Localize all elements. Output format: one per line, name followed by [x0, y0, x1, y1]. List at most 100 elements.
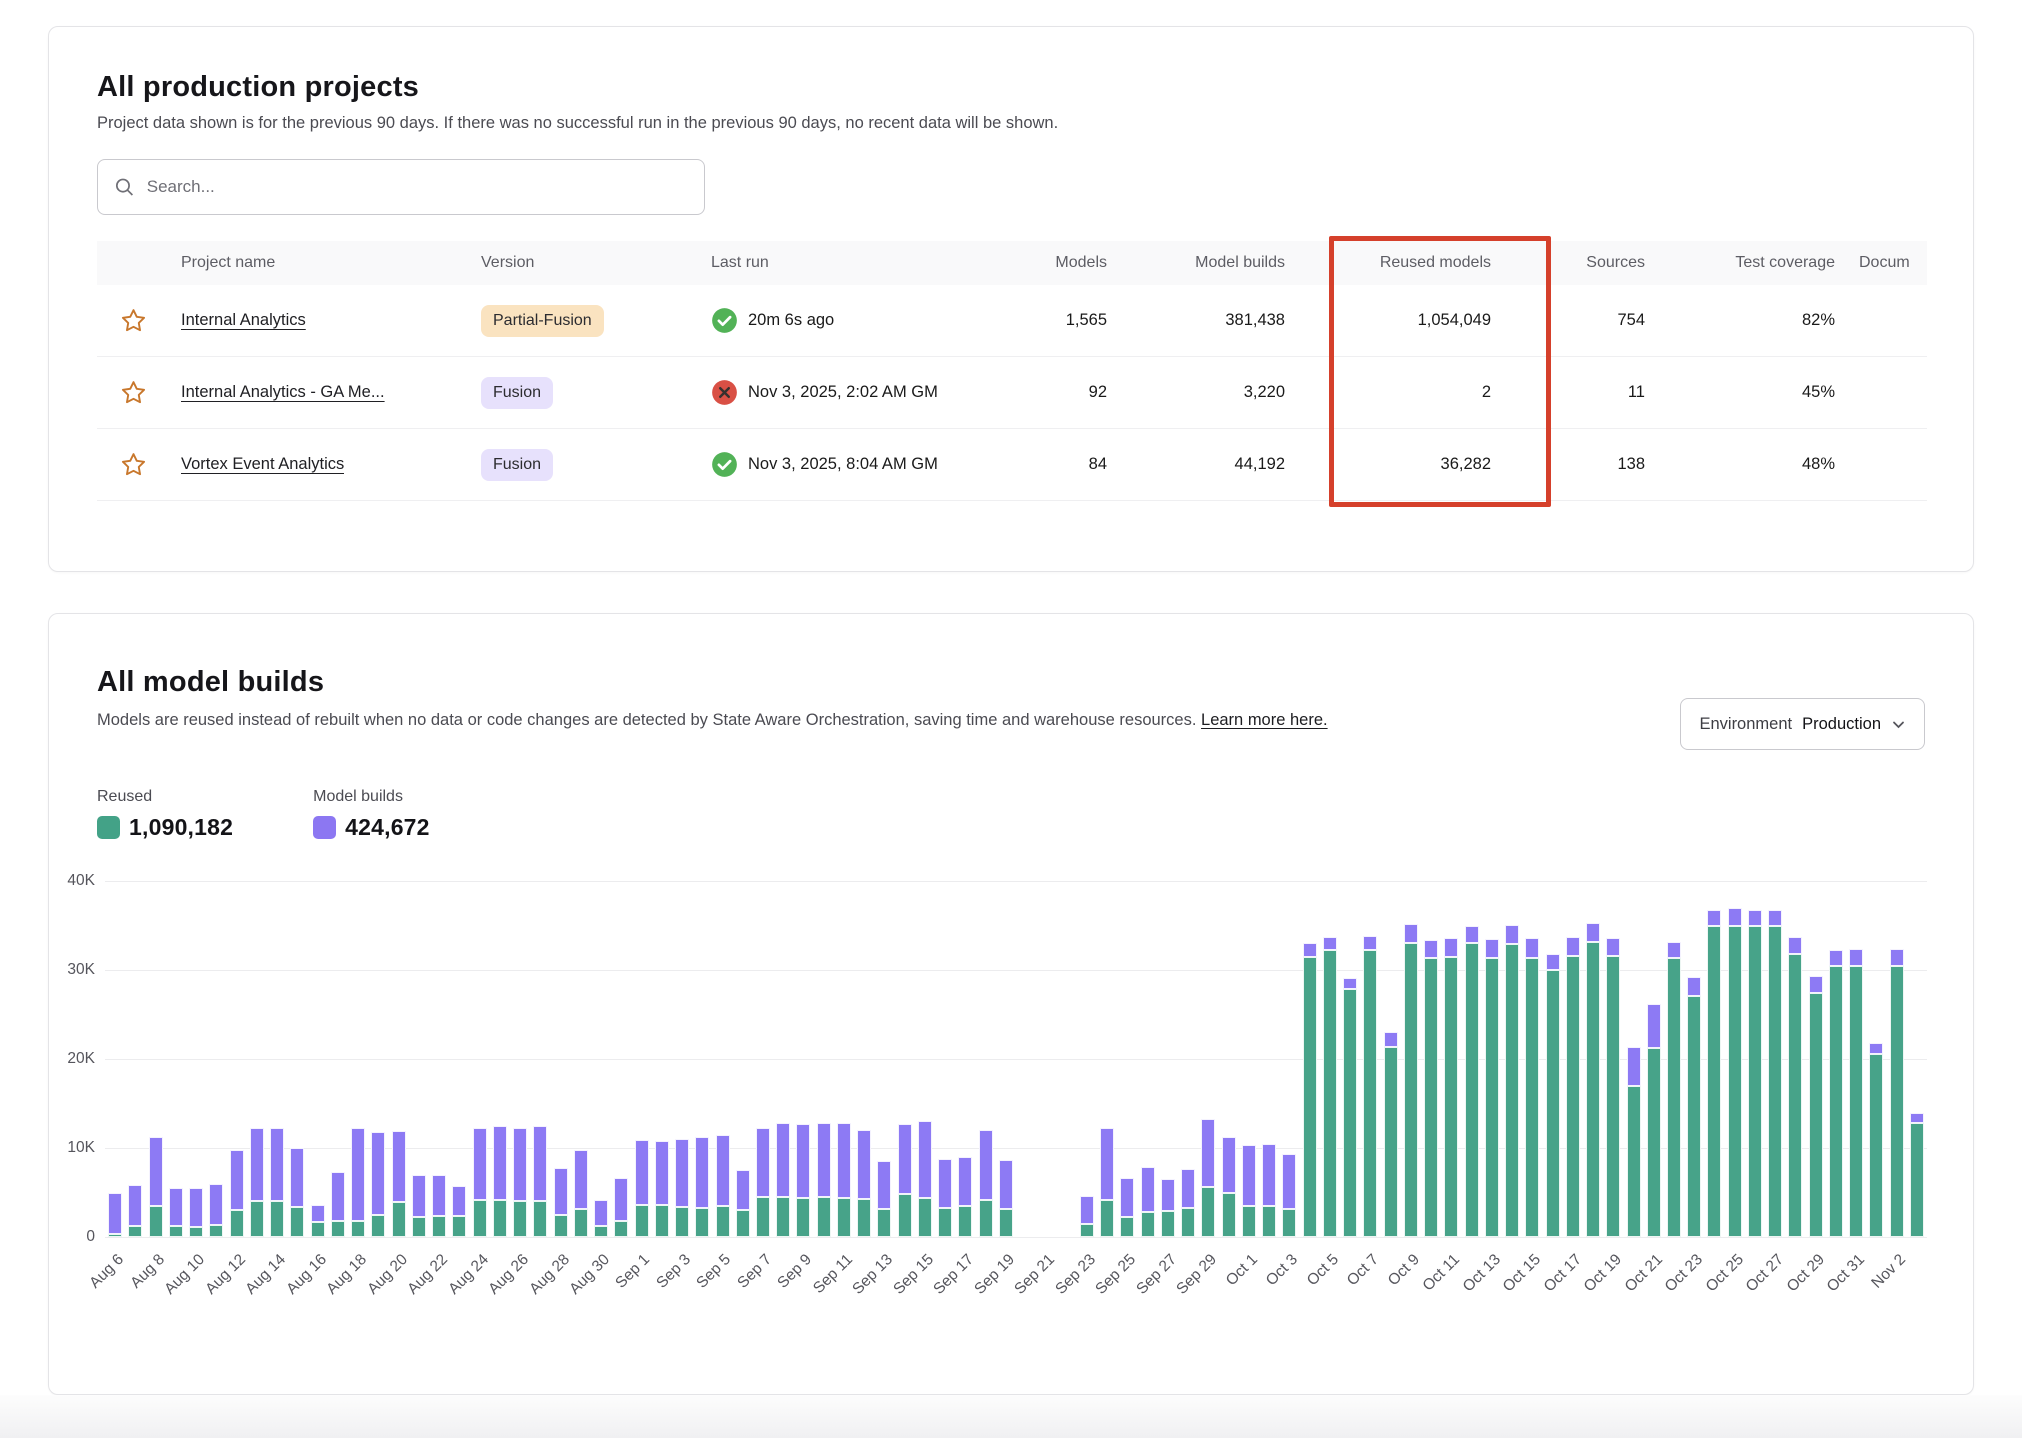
bar-model-builds: [209, 1184, 223, 1224]
bar-model-builds: [250, 1128, 264, 1201]
bar-reused: [1424, 958, 1438, 1237]
bar-reused: [1444, 957, 1458, 1237]
bar-reused: [1404, 943, 1418, 1237]
bar-reused: [1485, 958, 1499, 1238]
bar-reused: [412, 1217, 426, 1238]
col-header-documentation[interactable]: Docum: [1847, 254, 1927, 272]
bar-reused: [1141, 1212, 1155, 1237]
col-header-reused-models[interactable]: Reused models: [1297, 254, 1517, 272]
search-icon: [114, 176, 135, 198]
bar-model-builds: [149, 1137, 163, 1206]
col-header-model-builds[interactable]: Model builds: [1119, 254, 1297, 272]
production-projects-panel: All production projects Project data sho…: [48, 26, 1974, 572]
bar-reused: [1262, 1206, 1276, 1237]
bar-reused: [1788, 954, 1802, 1237]
col-header-project-name[interactable]: Project name: [169, 254, 469, 272]
bar-reused: [594, 1226, 608, 1237]
bar-model-builds: [1849, 949, 1863, 966]
favorite-star-button[interactable]: [97, 379, 169, 406]
environment-select[interactable]: Environment Production: [1680, 698, 1925, 750]
bar-reused: [1586, 942, 1600, 1238]
bar-model-builds: [1748, 910, 1762, 927]
bar-reused: [1181, 1208, 1195, 1237]
favorite-star-button[interactable]: [97, 307, 169, 334]
legend-value: 1,090,182: [129, 814, 233, 841]
test-coverage-cell: 48%: [1657, 455, 1847, 474]
learn-more-link[interactable]: Learn more here.: [1201, 711, 1328, 729]
search-input[interactable]: [147, 177, 688, 197]
success-check-icon: [711, 307, 738, 334]
bar-reused: [1829, 966, 1843, 1237]
bar-reused: [655, 1205, 669, 1237]
bar-model-builds: [1303, 943, 1317, 956]
bar-reused: [1120, 1217, 1134, 1237]
last-run-text: Nov 3, 2025, 2:02 AM GM: [748, 383, 938, 402]
reused-color-chip: [97, 816, 120, 839]
bar-model-builds: [533, 1126, 547, 1201]
bar-reused: [513, 1201, 527, 1237]
bar-reused: [1707, 926, 1721, 1237]
bar-model-builds: [1384, 1032, 1398, 1047]
bar-reused: [857, 1199, 871, 1237]
bar-reused: [1242, 1206, 1256, 1237]
bar-model-builds: [1890, 949, 1904, 967]
bar-model-builds: [918, 1121, 932, 1198]
bar-model-builds: [1505, 925, 1519, 945]
bar-model-builds: [1282, 1154, 1296, 1208]
models-cell: 84: [999, 455, 1119, 474]
bar-reused: [918, 1198, 932, 1237]
bar-reused: [877, 1209, 891, 1238]
col-header-test-coverage[interactable]: Test coverage: [1657, 254, 1847, 272]
reused-models-cell: 2: [1297, 383, 1517, 402]
last-run-cell: 20m 6s ago: [699, 307, 999, 334]
col-header-version[interactable]: Version: [469, 254, 699, 272]
bar-model-builds: [290, 1148, 304, 1207]
table-row[interactable]: Internal Analytics - GA Me...FusionNov 3…: [97, 357, 1927, 429]
col-header-models[interactable]: Models: [999, 254, 1119, 272]
bar-reused: [1222, 1193, 1236, 1238]
bar-model-builds: [128, 1185, 142, 1226]
last-run-text: 20m 6s ago: [748, 311, 834, 330]
project-name-link[interactable]: Internal Analytics - GA Me...: [181, 383, 385, 402]
bar-reused: [554, 1215, 568, 1237]
bar-reused: [452, 1216, 466, 1237]
bar-model-builds: [1363, 936, 1377, 949]
bar-reused: [756, 1197, 770, 1237]
bar-reused: [1323, 950, 1337, 1237]
error-x-icon: [711, 379, 738, 406]
next-card-gap: [0, 1395, 2022, 1438]
project-name-link[interactable]: Internal Analytics: [181, 311, 306, 330]
bar-reused: [817, 1197, 831, 1237]
bar-model-builds: [1444, 938, 1458, 957]
table-row[interactable]: Vortex Event AnalyticsFusionNov 3, 2025,…: [97, 429, 1927, 501]
bar-model-builds: [1829, 950, 1843, 966]
col-header-last-run[interactable]: Last run: [699, 254, 999, 272]
model-builds-cell: 381,438: [1119, 311, 1297, 330]
sources-cell: 11: [1517, 383, 1657, 402]
bar-reused: [614, 1221, 628, 1237]
star-icon[interactable]: [120, 451, 147, 478]
favorite-star-button[interactable]: [97, 451, 169, 478]
star-icon[interactable]: [120, 379, 147, 406]
environment-label: Environment: [1699, 715, 1792, 734]
table-row[interactable]: Internal AnalyticsPartial-Fusion20m 6s a…: [97, 285, 1927, 357]
bar-model-builds: [1910, 1113, 1924, 1123]
star-icon[interactable]: [120, 307, 147, 334]
bar-reused: [493, 1200, 507, 1237]
project-name-link[interactable]: Vortex Event Analytics: [181, 455, 344, 474]
bar-reused: [473, 1200, 487, 1237]
bar-reused: [938, 1208, 952, 1237]
col-header-sources[interactable]: Sources: [1517, 254, 1657, 272]
bar-reused: [898, 1194, 912, 1237]
bar-model-builds: [189, 1188, 203, 1227]
bar-model-builds: [1586, 923, 1600, 942]
bar-model-builds: [1869, 1043, 1883, 1054]
bar-reused: [311, 1222, 325, 1237]
bar-model-builds: [1566, 937, 1580, 956]
bar-reused: [331, 1221, 345, 1237]
bar-reused: [574, 1209, 588, 1238]
search-box[interactable]: [97, 159, 705, 215]
bar-model-builds: [1424, 940, 1438, 959]
model-builds-cell: 44,192: [1119, 455, 1297, 474]
bar-reused: [1080, 1224, 1094, 1237]
